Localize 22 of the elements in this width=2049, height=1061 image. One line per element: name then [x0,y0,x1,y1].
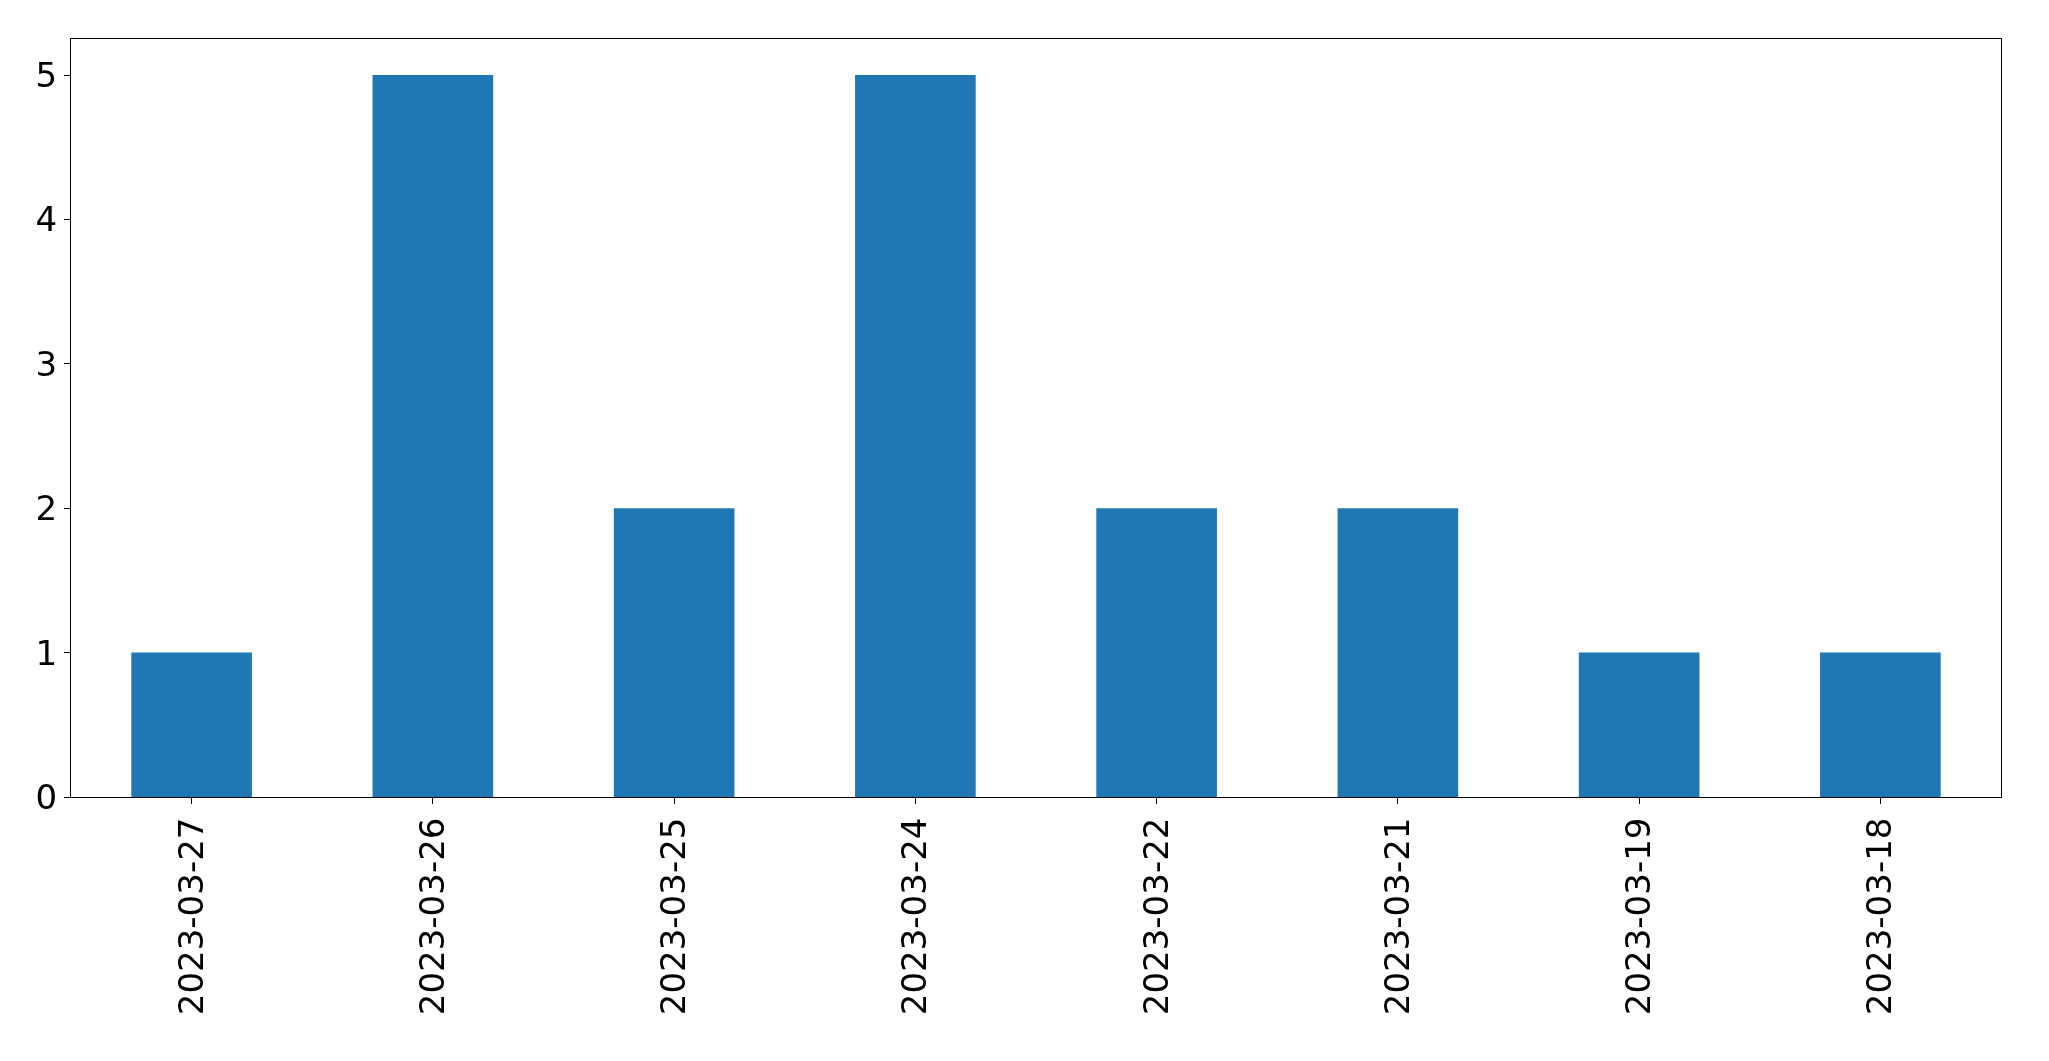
x-tick-label: 2023-03-22 [1135,817,1176,1016]
x-tick-label: 2023-03-24 [894,817,935,1016]
y-tick-label: 5 [35,55,58,95]
x-tick-label: 2023-03-25 [653,817,694,1016]
bar [613,508,735,797]
bar [372,75,494,797]
bar [1096,508,1217,797]
y-tick-label: 3 [35,343,58,384]
bar [855,75,976,797]
bar [131,652,252,797]
x-tick-label: 2023-03-19 [1618,817,1659,1016]
x-tick-label: 2023-03-27 [170,817,211,1016]
bar [1337,508,1459,797]
bar [1820,652,1941,797]
y-tick-label: 2 [35,488,58,529]
y-tick-label: 1 [35,632,58,673]
x-tick-label: 2023-03-21 [1376,817,1417,1016]
y-tick-label: 0 [35,776,58,817]
y-tick-label: 4 [35,199,58,240]
x-tick-label: 2023-03-18 [1859,817,1900,1016]
bar [1578,652,1700,797]
x-tick-label: 2023-03-26 [411,817,452,1016]
